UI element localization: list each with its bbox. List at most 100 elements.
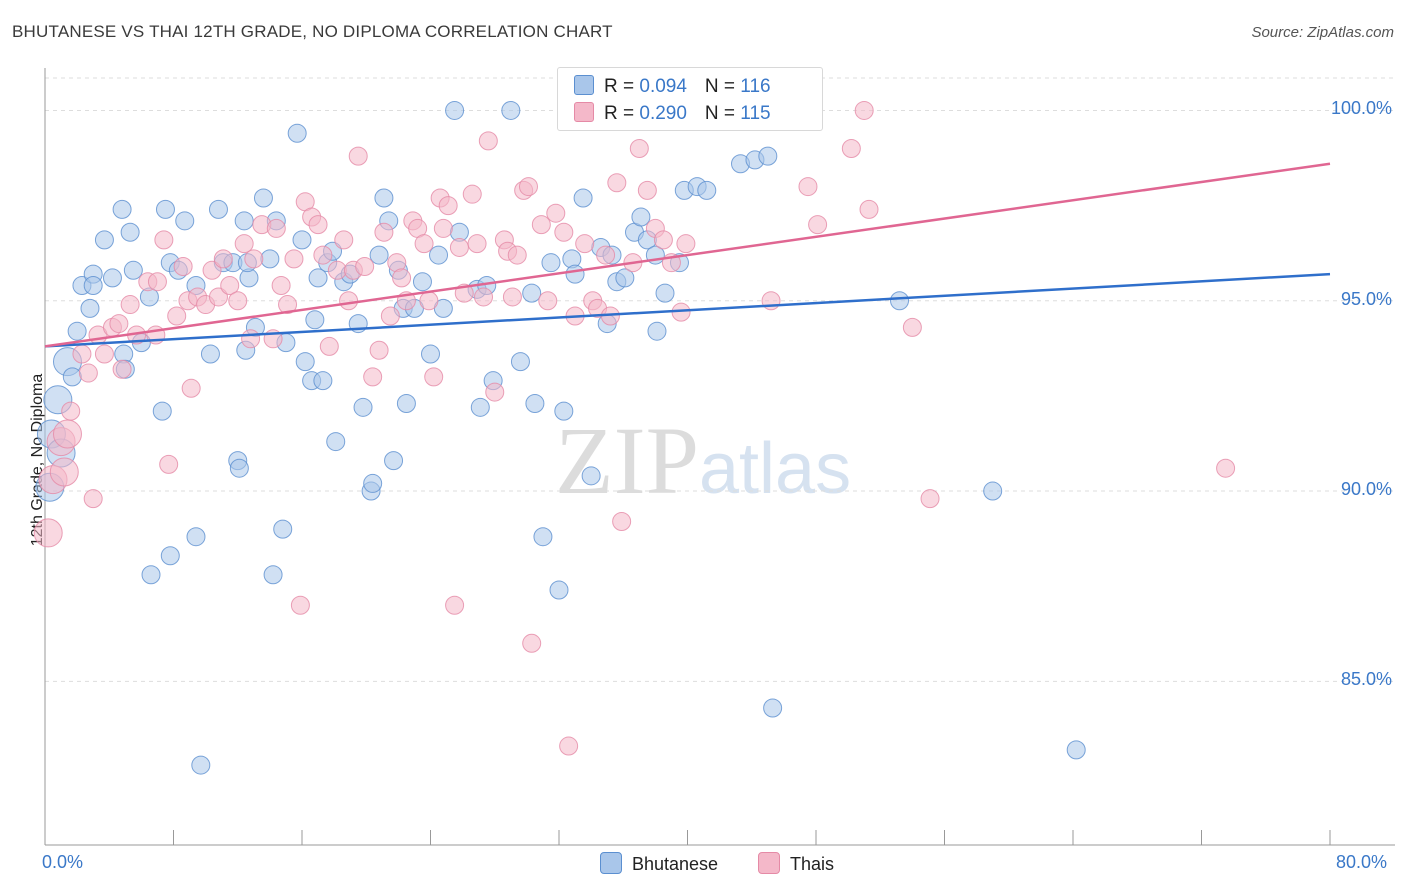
- data-point-bhutanese: [229, 458, 249, 478]
- data-point-bhutanese: [353, 397, 373, 417]
- data-point-thais: [109, 314, 129, 334]
- data-point-thais: [854, 100, 874, 120]
- data-point-thais: [612, 511, 632, 531]
- data-point-bhutanese: [208, 199, 228, 219]
- data-point-bhutanese: [287, 123, 307, 143]
- legend-row-bhutanese: R = 0.094 N = 116: [574, 75, 771, 99]
- legend-item-bhutanese[interactable]: Bhutanese: [600, 852, 718, 875]
- data-point-thais: [414, 234, 434, 254]
- data-point-bhutanese: [533, 527, 553, 547]
- data-point-bhutanese: [273, 519, 293, 539]
- data-point-thais: [676, 234, 696, 254]
- data-point-thais: [220, 276, 240, 296]
- data-point-bhutanese: [581, 466, 601, 486]
- y-tick-label: 90.0%: [1340, 479, 1392, 500]
- data-point-thais: [202, 260, 222, 280]
- data-point-thais: [234, 234, 254, 254]
- data-point-thais: [334, 230, 354, 250]
- data-point-bhutanese: [412, 272, 432, 292]
- data-point-thais: [355, 256, 375, 276]
- data-point-thais: [154, 230, 174, 250]
- data-point-thais: [94, 344, 114, 364]
- data-point-bhutanese: [631, 207, 651, 227]
- data-point-thais: [859, 199, 879, 219]
- data-point-thais: [424, 367, 444, 387]
- data-point-thais: [522, 633, 542, 653]
- data-point-thais: [607, 173, 627, 193]
- data-point-bhutanese: [374, 188, 394, 208]
- data-point-bhutanese: [313, 371, 333, 391]
- data-point-thais: [228, 291, 248, 311]
- watermark: ZIPatlas: [555, 405, 851, 516]
- data-point-bhutanese: [554, 401, 574, 421]
- data-points: [33, 100, 1236, 775]
- data-point-bhutanese: [123, 260, 143, 280]
- data-point-thais: [380, 306, 400, 326]
- data-point-thais: [462, 184, 482, 204]
- data-point-thais: [173, 256, 193, 276]
- data-point-thais: [167, 306, 187, 326]
- data-point-bhutanese: [186, 527, 206, 547]
- data-point-bhutanese: [697, 180, 717, 200]
- data-point-thais: [902, 317, 922, 337]
- data-point-bhutanese: [260, 249, 280, 269]
- data-point-thais: [841, 139, 861, 159]
- y-tick-label: 100.0%: [1330, 98, 1392, 119]
- legend-r-value: 0.290: [639, 103, 687, 124]
- legend-swatch-thais: [574, 102, 594, 122]
- data-point-thais: [213, 249, 233, 269]
- data-point-thais: [241, 329, 261, 349]
- data-point-thais: [419, 291, 439, 311]
- data-point-thais: [629, 139, 649, 159]
- data-point-thais: [83, 489, 103, 509]
- data-point-bhutanese: [152, 401, 172, 421]
- data-point-thais: [433, 218, 453, 238]
- data-point-bhutanese: [470, 397, 490, 417]
- data-point-bhutanese: [141, 565, 161, 585]
- data-point-thais: [120, 295, 140, 315]
- data-point-thais: [1216, 458, 1236, 478]
- data-point-bhutanese: [83, 276, 103, 296]
- watermark-zip: ZIP: [555, 407, 699, 514]
- data-point-thais: [538, 291, 558, 311]
- data-point-bhutanese: [160, 546, 180, 566]
- legend-label-thais: Thais: [790, 854, 835, 874]
- data-point-thais: [445, 595, 465, 615]
- data-point-bhutanese: [522, 283, 542, 303]
- legend-n-value: 115: [740, 103, 771, 124]
- data-point-thais: [502, 287, 522, 307]
- data-point-thais: [266, 218, 286, 238]
- data-point-bhutanese: [510, 352, 530, 372]
- data-point-thais: [478, 131, 498, 151]
- data-point-bhutanese: [758, 146, 778, 166]
- data-point-thais: [485, 382, 505, 402]
- data-point-bhutanese: [253, 188, 273, 208]
- data-point-thais: [348, 146, 368, 166]
- data-point-thais: [61, 401, 81, 421]
- data-point-bhutanese: [549, 580, 569, 600]
- legend-swatch-bhutanese: [574, 75, 594, 95]
- correlation-legend: R = 0.094 N = 116 R = 0.290 N = 115: [557, 67, 823, 131]
- legend-row-thais: R = 0.290 N = 115: [574, 102, 771, 126]
- data-point-thais: [147, 272, 167, 292]
- legend-swatch-thais: [758, 852, 780, 874]
- data-point-thais: [653, 230, 673, 250]
- data-point-bhutanese: [369, 245, 389, 265]
- data-point-thais: [278, 295, 298, 315]
- data-point-thais: [559, 736, 579, 756]
- data-point-bhutanese: [615, 268, 635, 288]
- legend-r-label: R =: [604, 76, 640, 97]
- data-point-bhutanese: [763, 698, 783, 718]
- data-point-thais: [290, 595, 310, 615]
- data-point-thais: [518, 177, 538, 197]
- data-point-thais: [808, 215, 828, 235]
- data-point-bhutanese: [363, 473, 383, 493]
- legend-item-thais[interactable]: Thais: [758, 852, 834, 875]
- data-point-thais: [49, 457, 79, 487]
- data-point-bhutanese: [102, 268, 122, 288]
- y-tick-label: 85.0%: [1340, 669, 1392, 690]
- data-point-bhutanese: [565, 264, 585, 284]
- data-point-thais: [369, 340, 389, 360]
- x-tick-label-min: 0.0%: [42, 852, 84, 872]
- data-point-bhutanese: [263, 565, 283, 585]
